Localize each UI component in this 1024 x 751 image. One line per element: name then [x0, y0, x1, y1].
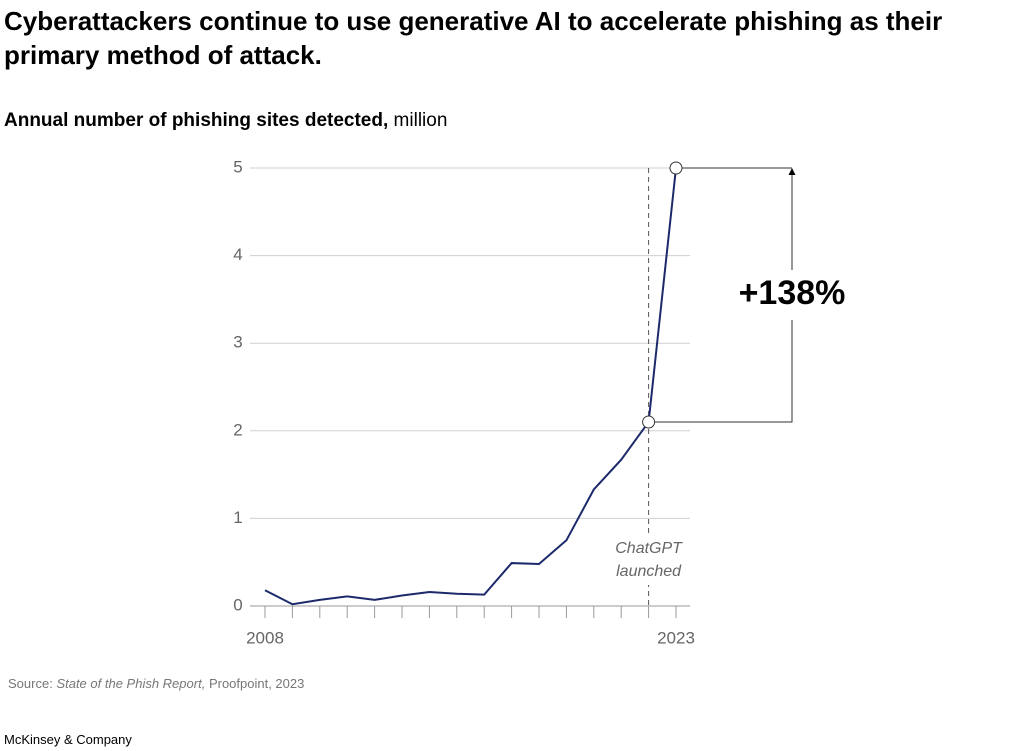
- y-tick-label: 1: [233, 508, 242, 527]
- source-label: Source:: [8, 676, 53, 691]
- event-label: ChatGPT: [615, 540, 683, 557]
- source: Source: State of the Phish Report, Proof…: [8, 676, 304, 691]
- point-marker: [669, 161, 683, 175]
- x-tick-label: 2008: [246, 628, 284, 647]
- unit: million: [393, 110, 448, 131]
- subtitle-text: Annual number of phishing sites detected…: [4, 110, 389, 131]
- title: Cyberattackers continue to use generativ…: [4, 6, 943, 70]
- x-tick-label: 2023: [657, 628, 695, 647]
- y-tick-label: 5: [233, 157, 242, 176]
- source-rest: Proofpoint, 2023: [208, 676, 305, 691]
- event-label: launched: [616, 563, 682, 580]
- arrowhead: [788, 168, 796, 175]
- y-tick-label: 2: [233, 420, 242, 439]
- source-title: State of the Phish Report,: [56, 676, 206, 691]
- bracket: [648, 167, 793, 423]
- subtitle: Annual number of phishing sites detected…: [4, 110, 447, 132]
- footer: McKinsey & Company: [4, 732, 132, 747]
- point-marker: [642, 415, 656, 429]
- data-line: [264, 167, 677, 606]
- y-tick-label: 4: [233, 245, 242, 264]
- event-label-bg: [608, 537, 689, 585]
- y-tick-label: 3: [233, 333, 242, 352]
- change-label: +138%: [739, 274, 846, 312]
- y-tick-label: 0: [233, 595, 242, 614]
